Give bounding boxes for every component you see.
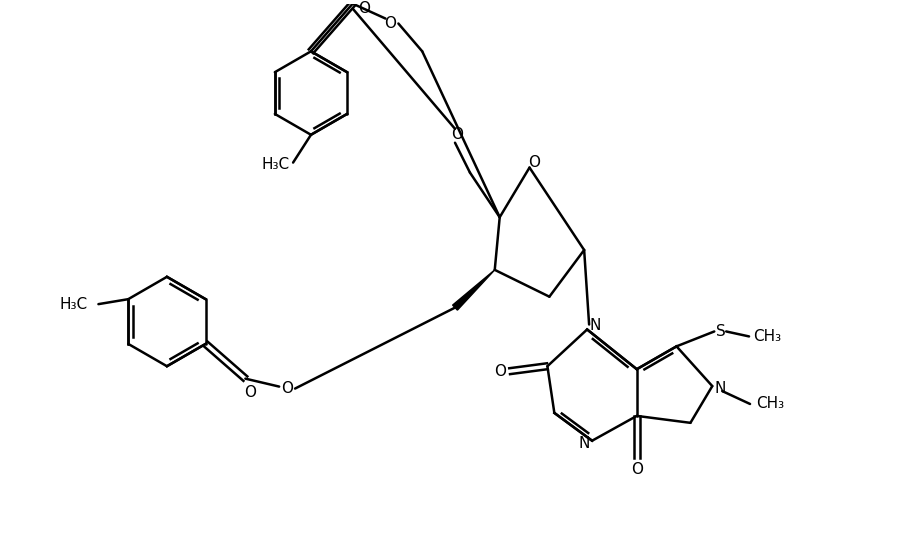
Text: O: O (451, 127, 463, 142)
Text: CH₃: CH₃ (756, 396, 784, 411)
Text: N: N (590, 318, 601, 333)
Text: N: N (715, 380, 726, 396)
Text: CH₃: CH₃ (753, 329, 781, 344)
Text: O: O (384, 16, 396, 31)
Text: O: O (631, 462, 643, 477)
Text: O: O (359, 1, 371, 16)
Text: S: S (717, 324, 726, 339)
Polygon shape (453, 270, 495, 310)
Text: N: N (579, 436, 590, 451)
Text: O: O (529, 155, 540, 170)
Text: O: O (245, 385, 257, 400)
Text: O: O (281, 381, 293, 396)
Text: H₃C: H₃C (261, 157, 289, 172)
Text: H₃C: H₃C (59, 296, 88, 312)
Text: O: O (494, 363, 506, 379)
